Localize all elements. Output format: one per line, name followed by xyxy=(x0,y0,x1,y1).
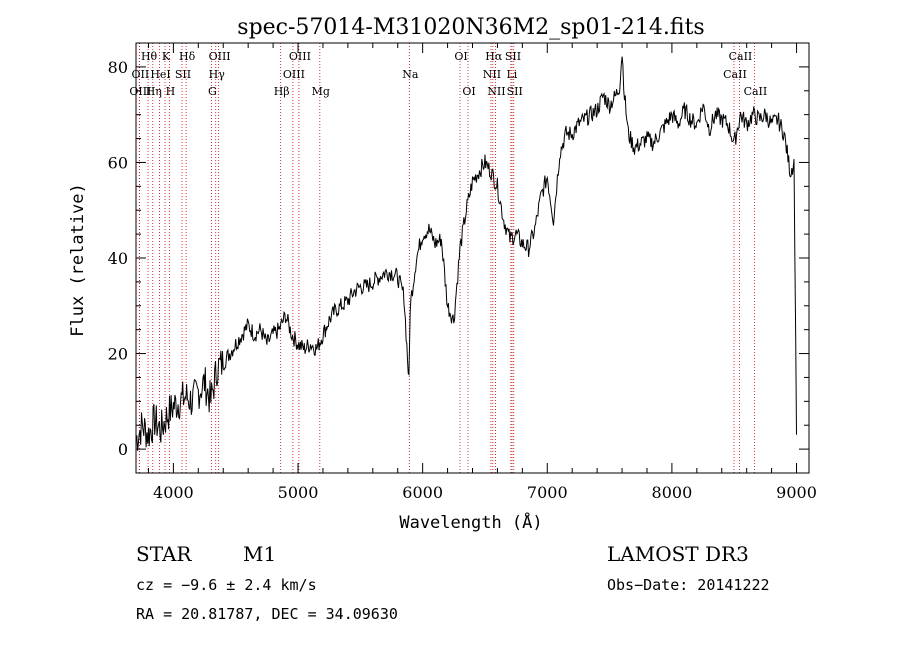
spectrum-line xyxy=(135,56,797,451)
line-marker-label: OIII xyxy=(289,50,311,63)
line-marker-label: OIII xyxy=(283,68,305,81)
line-marker-label: OIII xyxy=(209,50,231,63)
x-tick-label: 6000 xyxy=(402,483,443,502)
x-tick-label: 8000 xyxy=(652,483,693,502)
line-marker-label: CaII xyxy=(723,68,747,81)
line-marker-label: Hα xyxy=(485,50,503,63)
x-tick-label: 4000 xyxy=(153,483,194,502)
line-marker-label: OI xyxy=(454,50,467,63)
line-marker-label: OIII xyxy=(129,85,151,98)
line-marker-label: CaII xyxy=(744,85,768,98)
y-axis-ticks: 0 20 40 60 80 xyxy=(108,42,809,474)
x-axis-ticks: 4000 5000 6000 7000 8000 9000 xyxy=(147,43,817,502)
y-tick-label: 0 xyxy=(118,440,128,459)
line-marker-label: OII xyxy=(132,68,150,81)
observation-date: Obs−Date: 20141222 xyxy=(607,576,770,594)
line-marker-label: Hδ xyxy=(179,50,196,63)
x-tick-label: 7000 xyxy=(527,483,568,502)
line-marker-label: K xyxy=(162,50,171,63)
line-marker-label: Hη xyxy=(146,85,162,98)
coordinates: RA = 20.81787, DEC = 34.09630 xyxy=(136,605,398,623)
line-marker-label: NII xyxy=(483,68,501,81)
y-axis-label: Flux (relative) xyxy=(68,183,88,337)
x-axis-label: Wavelength (Å) xyxy=(399,511,542,533)
line-marker-label: SII xyxy=(507,85,523,98)
y-tick-label: 80 xyxy=(108,58,128,77)
x-tick-label: 9000 xyxy=(776,483,817,502)
survey-name: LAMOST DR3 xyxy=(607,542,749,566)
line-marker-label: Hθ xyxy=(141,50,158,63)
y-tick-label: 40 xyxy=(108,249,128,268)
line-marker-label: CaII xyxy=(729,50,753,63)
object-subclass: M1 xyxy=(243,542,276,566)
line-marker-label: G xyxy=(208,85,217,98)
y-tick-label: 20 xyxy=(108,345,128,364)
y-tick-label: 60 xyxy=(108,153,128,172)
line-marker-label: SII xyxy=(175,68,191,81)
line-marker-label: NII xyxy=(487,85,505,98)
line-marker-label: HeI xyxy=(150,68,170,81)
x-tick-label: 5000 xyxy=(278,483,319,502)
line-marker-label: Mg xyxy=(312,85,330,98)
redshift-cz: cz = −9.6 ± 2.4 km/s xyxy=(136,576,317,594)
line-marker-label: H xyxy=(166,85,176,98)
object-class: STAR xyxy=(136,542,192,566)
line-marker-label: Hβ xyxy=(274,85,290,98)
line-marker-label: Hγ xyxy=(209,68,226,81)
emission-line-markers xyxy=(138,43,755,473)
chart-title: spec-57014-M31020N36M2_sp01-214.fits xyxy=(237,15,704,40)
line-marker-label: Na xyxy=(402,68,419,81)
line-marker-label: SII xyxy=(505,50,521,63)
line-marker-label: OI xyxy=(462,85,475,98)
line-marker-label: Li xyxy=(506,68,517,81)
plot-frame xyxy=(135,42,810,474)
